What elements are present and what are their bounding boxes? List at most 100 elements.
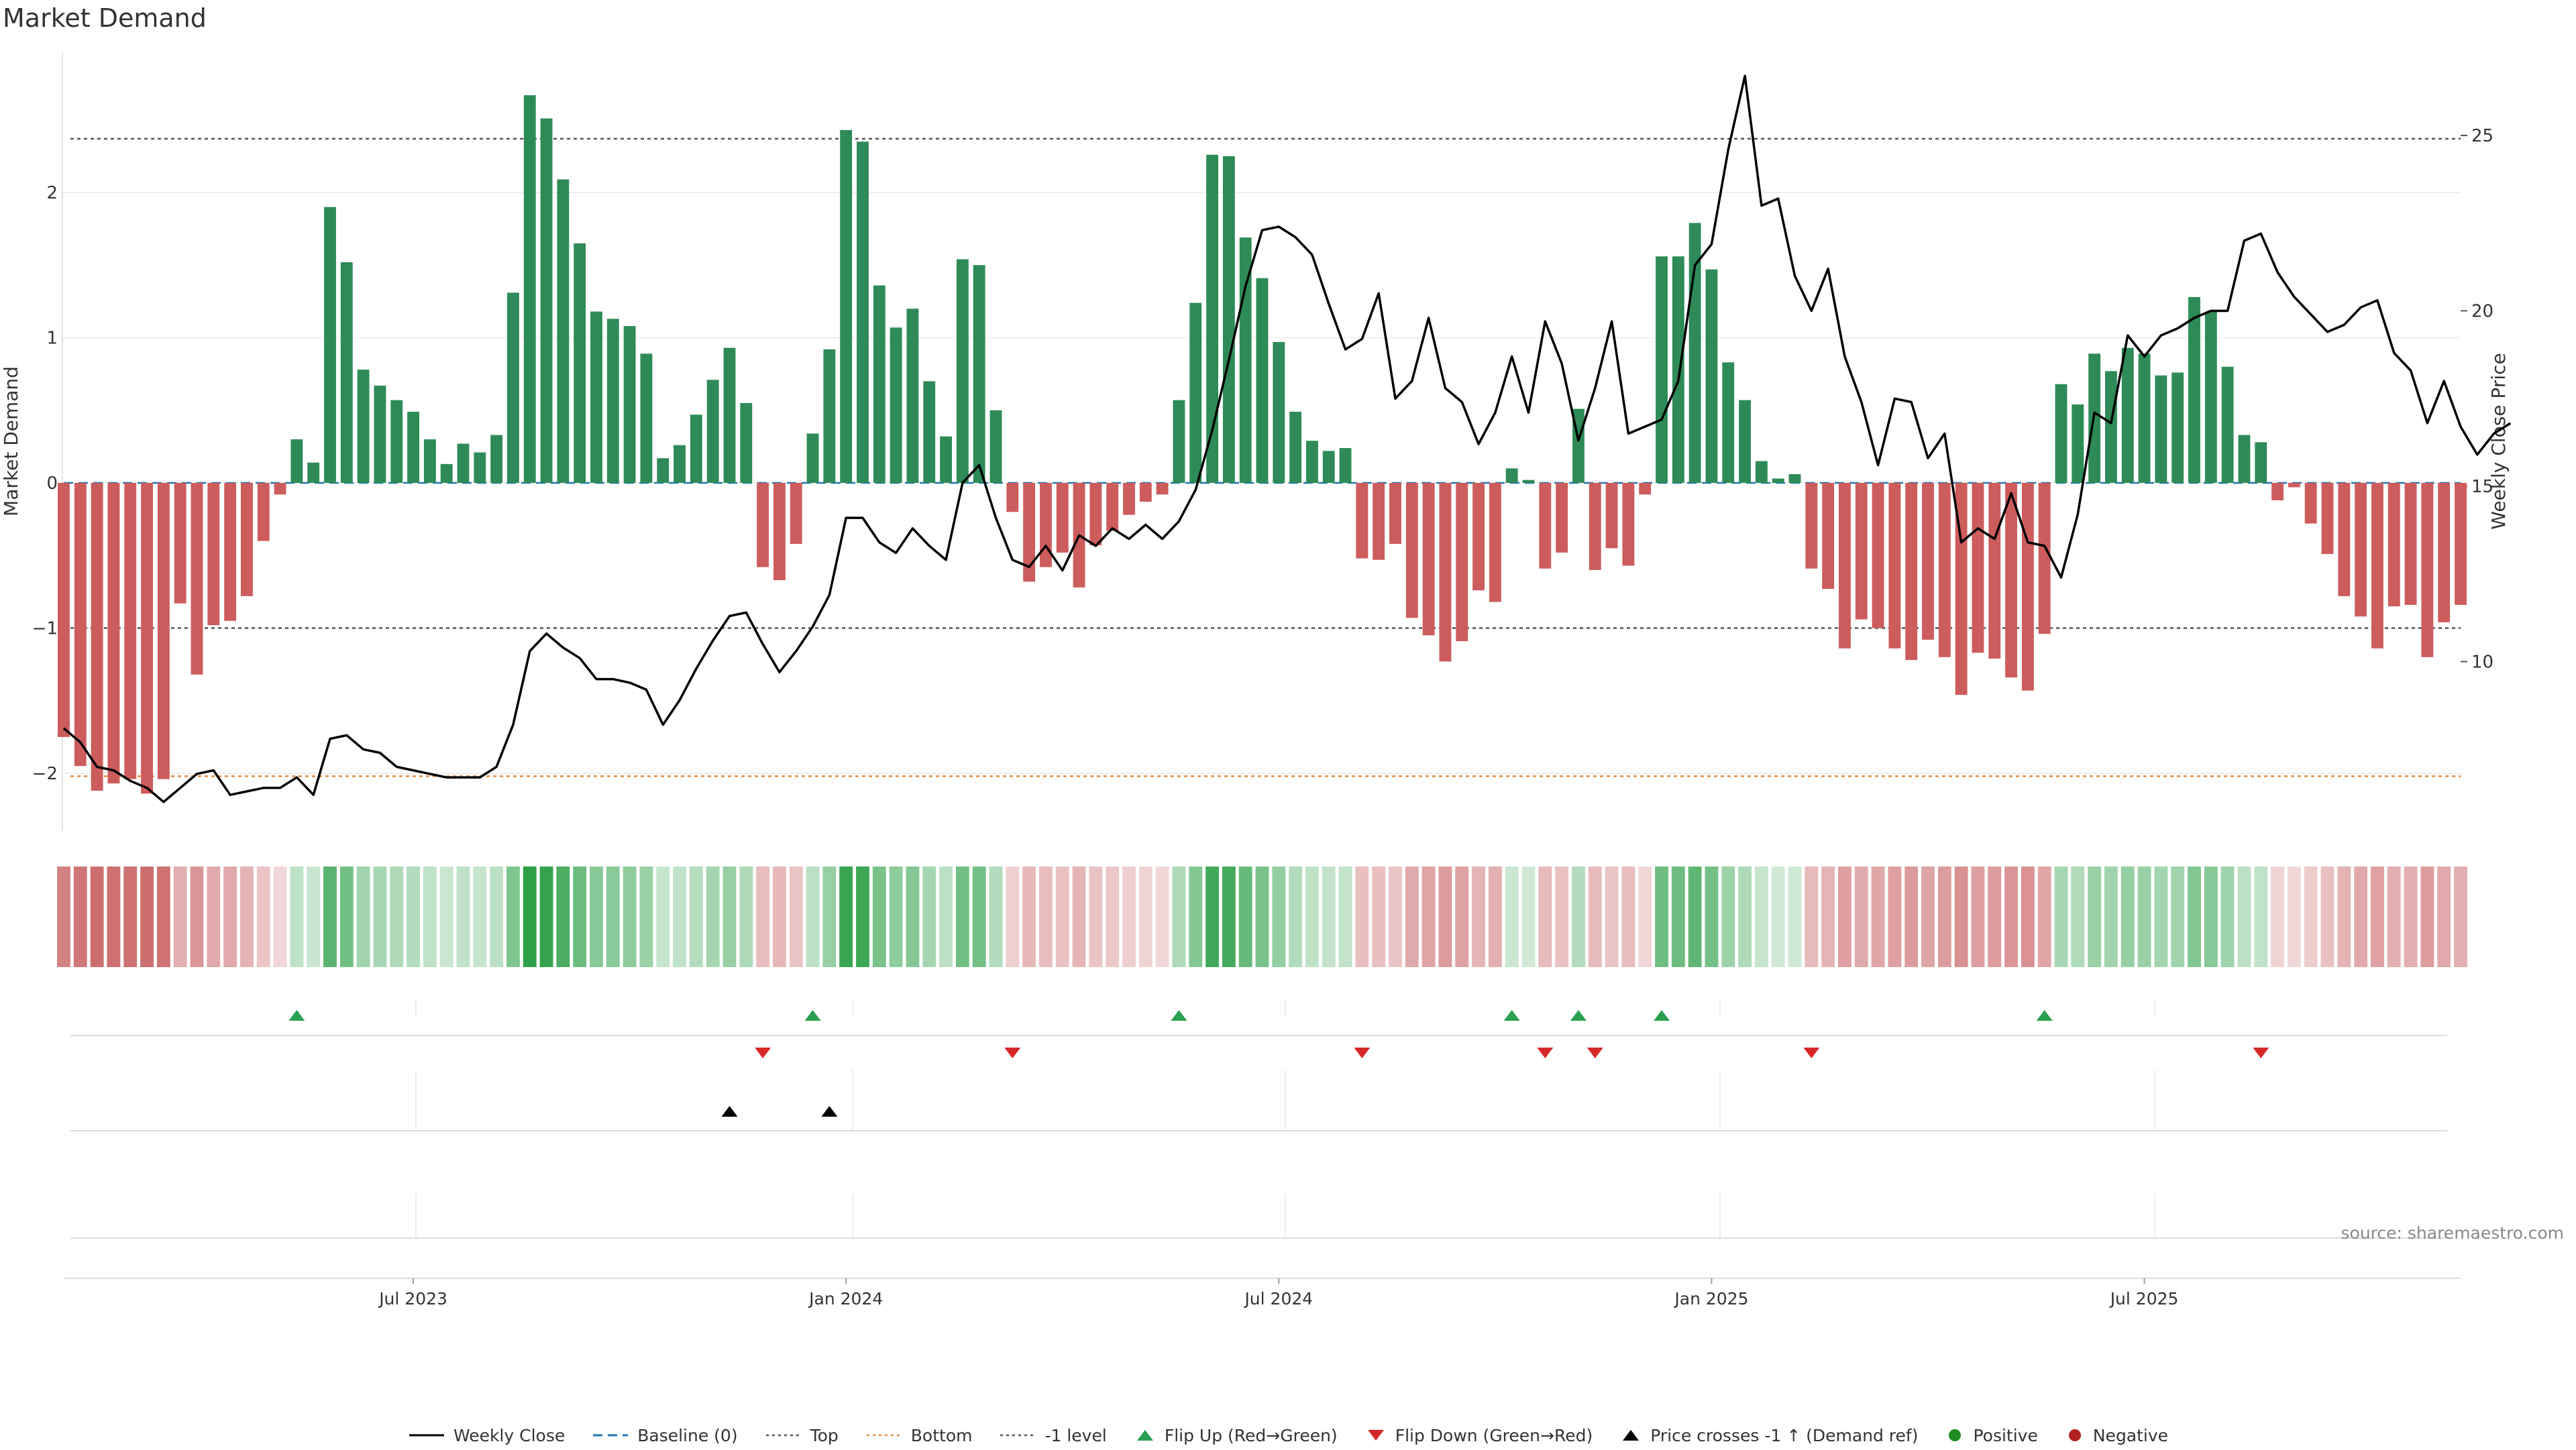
heat-cell xyxy=(2387,867,2401,967)
heat-cell xyxy=(2188,867,2201,967)
heat-cell xyxy=(673,867,686,967)
demand-bar xyxy=(1622,483,1635,566)
demand-bar xyxy=(1222,156,1235,483)
legend-baseline-label: Baseline (0) xyxy=(637,1425,738,1445)
demand-bar xyxy=(340,262,353,483)
demand-bar xyxy=(1888,483,1901,649)
demand-bar xyxy=(2221,366,2234,483)
demand-bar xyxy=(1023,483,1036,582)
legend-minus-one-label: -1 level xyxy=(1044,1425,1107,1445)
dotted-line-swatch-icon xyxy=(765,1434,801,1437)
demand-bar xyxy=(507,292,519,483)
heat-cell xyxy=(1605,867,1619,967)
demand-bar xyxy=(274,483,286,495)
heat-cell xyxy=(1472,867,1485,967)
heat-cell xyxy=(456,867,470,967)
demand-bar xyxy=(91,483,103,791)
demand-bar xyxy=(241,483,253,596)
heat-cell xyxy=(523,867,537,967)
legend-minus-one: -1 level xyxy=(999,1425,1107,1445)
legend-baseline: Baseline (0) xyxy=(592,1425,738,1445)
heat-cell xyxy=(1721,867,1735,967)
demand-bar xyxy=(2188,296,2200,483)
demand-bar xyxy=(989,410,1002,483)
heat-cell xyxy=(1355,867,1369,967)
legend-negative-label: Negative xyxy=(2092,1425,2169,1445)
demand-bar xyxy=(1439,483,1452,662)
demand-bar xyxy=(2204,311,2217,483)
legend-price-cross: Price crosses -1 ↑ (Demand ref) xyxy=(1619,1426,1918,1445)
heat-cell xyxy=(1821,867,1835,967)
x-tick-label: Jan 2025 xyxy=(1673,1289,1748,1308)
heat-cell xyxy=(2320,867,2334,967)
triangle-up-icon xyxy=(1623,1430,1640,1441)
heat-cell xyxy=(190,867,204,967)
heat-cell xyxy=(1272,867,1286,967)
heat-cell xyxy=(590,867,603,967)
y2-axis-label: Weekly Close Price xyxy=(2487,353,2510,529)
demand-bar xyxy=(2121,347,2134,483)
heat-strip xyxy=(57,867,2467,967)
heat-cell xyxy=(1222,867,1236,967)
flip-down-marker xyxy=(1537,1048,1554,1058)
demand-bar xyxy=(224,483,237,621)
heat-cell xyxy=(872,867,886,967)
demand-bar xyxy=(1373,483,1385,560)
heat-cell xyxy=(423,867,437,967)
heat-cell xyxy=(1754,867,1768,967)
heat-cell xyxy=(2104,867,2118,967)
demand-bar xyxy=(2171,372,2184,483)
heat-cell xyxy=(1555,867,1569,967)
demand-bar xyxy=(2371,483,2383,649)
heat-cell xyxy=(1988,867,2002,967)
flip-down-marker xyxy=(1587,1048,1603,1058)
legend-flip-down: Flip Down (Green→Red) xyxy=(1364,1426,1593,1445)
demand-bar xyxy=(973,265,985,483)
demand-bar xyxy=(706,380,719,483)
y-ticks: 2 1 0 −1 −2 xyxy=(32,183,58,784)
legend-price-cross-label: Price crosses -1 ↑ (Demand ref) xyxy=(1650,1425,1919,1445)
legend-weekly-close: Weekly Close xyxy=(408,1426,565,1445)
flip-down-marker xyxy=(1803,1048,1820,1058)
demand-bar xyxy=(374,385,386,483)
heat-cell xyxy=(2088,867,2102,967)
demand-bar xyxy=(1306,441,1318,483)
weekly-close-line xyxy=(62,74,2512,803)
demand-bar xyxy=(757,483,769,567)
heat-cell xyxy=(756,867,770,967)
demand-bar xyxy=(1206,154,1218,483)
heat-cell xyxy=(2454,867,2467,967)
demand-bar xyxy=(523,95,536,483)
demand-bar xyxy=(1556,483,1568,553)
demand-bar xyxy=(1456,483,1468,641)
heat-cell xyxy=(223,867,237,967)
heat-cell xyxy=(2204,867,2218,967)
heat-cell xyxy=(439,867,453,967)
heat-cell xyxy=(2404,867,2418,967)
demand-bar xyxy=(657,458,669,483)
demand-bar xyxy=(857,142,869,483)
heat-cell xyxy=(1738,867,1752,967)
demand-bar xyxy=(806,433,819,483)
legend-top-label: Top xyxy=(810,1425,839,1445)
heat-cell xyxy=(1937,867,1951,967)
demand-bar xyxy=(1339,448,1352,483)
demand-bar xyxy=(557,179,570,483)
heat-cell xyxy=(207,867,221,967)
heat-cell xyxy=(739,867,753,967)
heat-cell xyxy=(123,867,138,967)
heat-cell xyxy=(1122,867,1136,967)
heat-cell xyxy=(2037,867,2051,967)
legend-negative: Negative xyxy=(2065,1426,2168,1445)
heat-cell xyxy=(1838,867,1851,967)
flip-up-marker xyxy=(1570,1010,1587,1021)
heat-cell xyxy=(1572,867,1585,967)
heat-cell xyxy=(390,867,404,967)
heat-cell xyxy=(556,867,570,967)
demand-bar xyxy=(2138,353,2151,483)
heat-cell xyxy=(2071,867,2085,967)
heat-cell xyxy=(1372,867,1386,967)
y2-tick-label: 15 xyxy=(2471,477,2493,497)
demand-bar xyxy=(923,381,936,483)
circle-icon xyxy=(1949,1429,1962,1441)
